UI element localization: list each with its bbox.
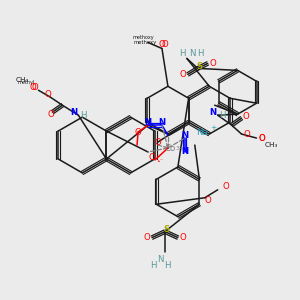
Text: S: S xyxy=(196,62,203,71)
Text: O: O xyxy=(148,154,155,163)
Text: O: O xyxy=(258,134,265,142)
Text: CH₃: CH₃ xyxy=(16,77,29,83)
Text: O: O xyxy=(44,90,51,99)
Text: methoxy: methoxy xyxy=(134,40,157,45)
Text: O: O xyxy=(222,182,229,191)
Text: H: H xyxy=(197,49,204,58)
Text: 3+: 3+ xyxy=(175,146,184,151)
Text: H: H xyxy=(164,261,170,270)
Text: O: O xyxy=(162,40,168,49)
Text: N: N xyxy=(209,108,216,117)
Text: O: O xyxy=(159,40,165,49)
Text: •⁻: •⁻ xyxy=(157,159,164,164)
Text: Co: Co xyxy=(164,143,175,152)
Text: O: O xyxy=(204,196,211,205)
Text: O: O xyxy=(209,59,216,68)
Text: +: + xyxy=(211,125,217,131)
Text: N: N xyxy=(70,108,77,117)
Text: O: O xyxy=(179,70,186,79)
Text: O: O xyxy=(179,233,186,242)
Text: N: N xyxy=(181,148,188,157)
Text: methoxy: methoxy xyxy=(132,35,154,40)
Text: O: O xyxy=(242,112,249,121)
Text: S: S xyxy=(164,225,170,234)
Text: H: H xyxy=(150,261,156,270)
Text: N: N xyxy=(190,49,196,58)
Text: H: H xyxy=(219,111,226,120)
Text: O: O xyxy=(29,83,36,92)
Text: O: O xyxy=(144,233,150,242)
Text: H: H xyxy=(180,49,186,58)
Text: O: O xyxy=(258,134,265,142)
Text: N: N xyxy=(158,118,166,127)
Text: O: O xyxy=(47,110,54,119)
Text: O: O xyxy=(31,83,38,92)
Text: O: O xyxy=(154,137,161,146)
Text: H: H xyxy=(80,111,87,120)
Text: CH₃: CH₃ xyxy=(265,142,278,148)
Text: N: N xyxy=(144,118,152,127)
Text: O: O xyxy=(243,130,250,139)
Text: methyl: methyl xyxy=(18,80,35,85)
Text: N: N xyxy=(157,255,163,264)
Text: Na: Na xyxy=(196,128,208,136)
Text: O: O xyxy=(135,128,141,136)
Text: N: N xyxy=(181,130,188,140)
